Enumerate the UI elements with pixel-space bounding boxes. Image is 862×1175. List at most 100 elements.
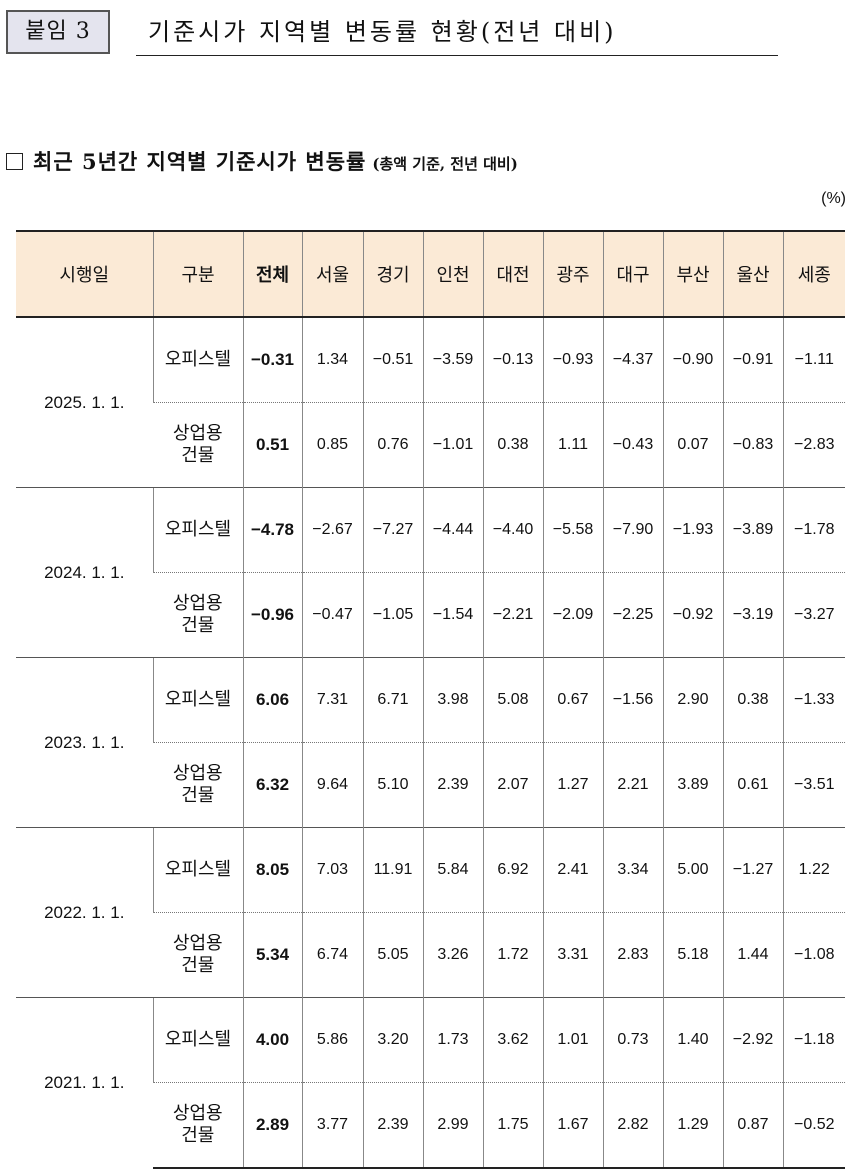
value-cell: 0.61 <box>722 742 783 828</box>
value-cell: −3.51 <box>782 742 845 828</box>
category-label-line1: 상업용 <box>172 593 223 614</box>
table-row: 2022. 1. 1. 오피스텔 8.05 7.03 11.91 5.84 6.92 2.41… <box>16 827 845 998</box>
value-cell: −0.52 <box>782 1082 845 1169</box>
value-cell: −1.56 <box>602 657 663 743</box>
table-header-row: 시행일 구분 전체 서울 경기 인천 대전 광주 대구 부산 울산 세종 <box>16 230 845 318</box>
value-cell: 1.34 <box>301 316 363 403</box>
value-cell: 1.40 <box>662 997 723 1083</box>
section-note: (총액 기준, 전년 대비) <box>372 155 518 173</box>
value-cell: −0.43 <box>602 402 663 488</box>
value-cell: 0.85 <box>301 402 363 488</box>
unit-label: (%) <box>821 190 846 207</box>
value-cell: 0.76 <box>362 402 423 488</box>
value-cell: −2.67 <box>301 487 363 573</box>
column-header: 전체 <box>242 230 302 318</box>
value-cell: 1.72 <box>482 912 543 998</box>
value-cell: 6.92 <box>482 827 543 913</box>
category-cell: 상업용 건물 <box>153 402 243 488</box>
table-row: 2021. 1. 1. 오피스텔 4.00 5.86 3.20 1.73 3.62 1.01 0… <box>16 997 845 1168</box>
category-label-line2: 건물 <box>181 615 215 636</box>
value-cell: 1.11 <box>542 402 603 488</box>
date-cell: 2021. 1. 1. <box>16 997 153 1168</box>
value-cell: −2.83 <box>782 402 845 488</box>
value-cell: 0.87 <box>722 1082 783 1169</box>
section-heading: 최근 5년간 지역별 기준시가 변동률 (총액 기준, 전년 대비) <box>6 146 518 178</box>
table-row: 상업용 건물 6.32 9.64 5.10 2.39 2.07 1.27 2.21 3.89 0.6… <box>16 742 845 828</box>
value-cell: 2.90 <box>662 657 723 743</box>
value-cell: 0.73 <box>602 997 663 1083</box>
table-row: 2024. 1. 1. 오피스텔 −4.78 −2.67 −7.27 −4.44 −4.40… <box>16 487 845 658</box>
date-cell: 2024. 1. 1. <box>16 487 153 658</box>
value-cell: −2.92 <box>722 997 783 1083</box>
value-cell: −3.19 <box>722 572 783 658</box>
value-cell: −0.83 <box>722 402 783 488</box>
category-label-line2: 건물 <box>181 445 215 466</box>
value-cell: −1.27 <box>722 827 783 913</box>
document-title: 기준시가 지역별 변동률 현황(전년 대비) <box>136 10 778 56</box>
value-cell: 1.01 <box>542 997 603 1083</box>
total-cell: 4.00 <box>242 997 302 1083</box>
value-cell: 2.82 <box>602 1082 663 1169</box>
column-header: 경기 <box>362 230 423 318</box>
value-cell: 6.74 <box>301 912 363 998</box>
table-row: 상업용 건물 2.89 3.77 2.39 2.99 1.75 1.67 2.82 1.29 0.8… <box>16 1082 845 1169</box>
value-cell: −7.27 <box>362 487 423 573</box>
category-cell: 오피스텔 <box>152 997 243 1083</box>
category-label-line1: 상업용 <box>172 423 223 444</box>
value-cell: −3.59 <box>422 316 483 403</box>
table-row: 2023. 1. 1. 오피스텔 6.06 7.31 6.71 3.98 5.08 0.67−… <box>16 657 845 828</box>
value-cell: 3.20 <box>362 997 423 1083</box>
category-label-line2: 건물 <box>181 1125 215 1146</box>
value-cell: 2.21 <box>602 742 663 828</box>
value-cell: 1.75 <box>482 1082 543 1169</box>
value-cell: −2.25 <box>602 572 663 658</box>
value-cell: 2.99 <box>422 1082 483 1169</box>
value-cell: 9.64 <box>301 742 363 828</box>
category-cell: 상업용 건물 <box>153 912 243 998</box>
column-header: 울산 <box>722 230 783 318</box>
total-cell: −0.31 <box>242 316 302 403</box>
value-cell: −0.51 <box>362 316 423 403</box>
value-cell: 0.38 <box>722 657 783 743</box>
value-cell: 3.98 <box>422 657 483 743</box>
value-cell: −1.33 <box>782 657 845 743</box>
value-cell: −3.89 <box>722 487 783 573</box>
category-cell: 오피스텔 <box>152 657 243 743</box>
value-cell: 3.62 <box>482 997 543 1083</box>
value-cell: −7.90 <box>602 487 663 573</box>
value-cell: −1.05 <box>362 572 423 658</box>
value-cell: 2.41 <box>542 827 603 913</box>
value-cell: 2.39 <box>362 1082 423 1169</box>
value-cell: 1.29 <box>662 1082 723 1169</box>
value-cell: 5.10 <box>362 742 423 828</box>
value-cell: 3.26 <box>422 912 483 998</box>
value-cell: −1.93 <box>662 487 723 573</box>
value-cell: −2.09 <box>542 572 603 658</box>
value-cell: 5.00 <box>662 827 723 913</box>
date-cell: 2025. 1. 1. <box>16 316 153 488</box>
value-cell: −1.18 <box>782 997 845 1083</box>
value-cell: −1.78 <box>782 487 845 573</box>
value-cell: 6.71 <box>362 657 423 743</box>
value-cell: 1.44 <box>722 912 783 998</box>
value-cell: 0.07 <box>662 402 723 488</box>
category-cell: 상업용 건물 <box>153 742 243 828</box>
value-cell: −1.08 <box>782 912 845 998</box>
checkbox-square-icon <box>6 153 23 170</box>
column-header: 인천 <box>422 230 483 318</box>
value-cell: −0.91 <box>722 316 783 403</box>
value-cell: 1.27 <box>542 742 603 828</box>
value-cell: 5.86 <box>301 997 363 1083</box>
value-cell: 5.84 <box>422 827 483 913</box>
column-header: 서울 <box>301 230 363 318</box>
value-cell: 2.39 <box>422 742 483 828</box>
value-cell: 11.91 <box>362 827 423 913</box>
value-cell: −0.92 <box>662 572 723 658</box>
value-cell: 7.31 <box>301 657 363 743</box>
total-cell: 8.05 <box>242 827 302 913</box>
value-cell: −1.01 <box>422 402 483 488</box>
value-cell: 1.73 <box>422 997 483 1083</box>
value-cell: −2.21 <box>482 572 543 658</box>
category-label-line2: 건물 <box>181 785 215 806</box>
total-cell: 0.51 <box>242 402 302 488</box>
